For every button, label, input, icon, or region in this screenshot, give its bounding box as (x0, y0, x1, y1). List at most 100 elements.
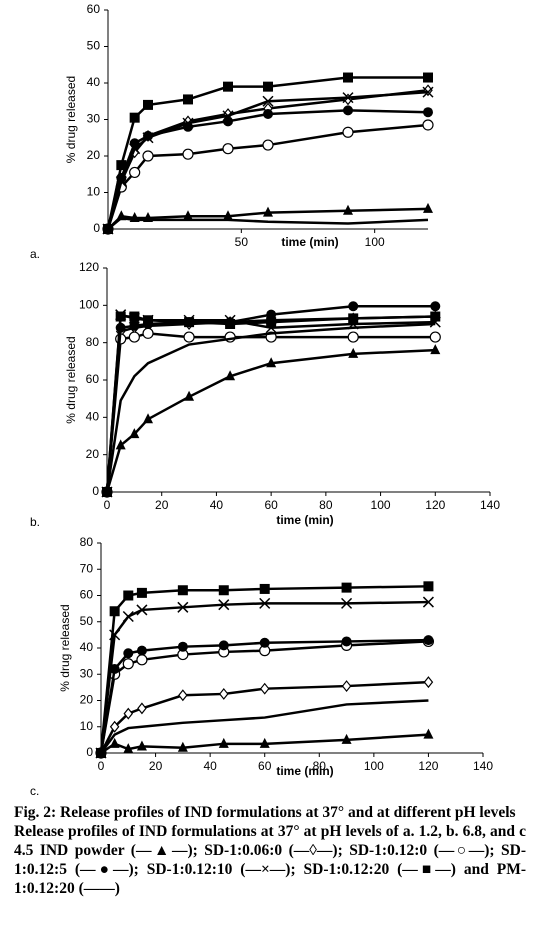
y-tick-label: 70 (80, 561, 94, 575)
marker-triangle (348, 347, 359, 358)
series-line (99, 585, 429, 754)
marker-triangle (266, 357, 277, 368)
marker-cross (341, 597, 353, 609)
y-tick-label: 20 (80, 693, 94, 707)
y-tick-label: 0 (92, 484, 99, 498)
marker-square (123, 590, 134, 601)
marker-open-circle (128, 331, 140, 343)
marker-circle (343, 105, 353, 116)
marker-diamond (109, 720, 120, 733)
marker-square (259, 583, 270, 594)
marker-open-circle (429, 331, 441, 343)
marker-cross (136, 604, 148, 616)
marker-circle (348, 301, 359, 312)
marker-triangle (184, 390, 195, 401)
marker-open-circle (347, 331, 359, 343)
marker-diamond (178, 689, 188, 702)
x-tick-label: 100 (364, 759, 384, 773)
marker-open-circle (342, 126, 354, 138)
marker-open-circle (142, 150, 154, 162)
series-line (105, 322, 436, 493)
x-tick-label: 0 (104, 498, 111, 512)
marker-square (263, 81, 273, 92)
y-tick-label: 30 (87, 112, 101, 126)
caption-title: Fig. 2: Release profiles of IND formulat… (14, 804, 516, 821)
marker-square (115, 311, 126, 322)
series-line (105, 315, 436, 493)
series-line (99, 600, 429, 754)
y-tick-label: 40 (80, 640, 94, 654)
marker-cross (142, 132, 154, 144)
marker-open-circle (183, 331, 195, 343)
marker-square (423, 72, 433, 83)
marker-open-circle (136, 654, 148, 666)
marker-triangle (223, 210, 233, 221)
series-line (107, 216, 429, 230)
marker-circle (423, 635, 434, 646)
marker-triangle (143, 413, 154, 424)
marker-circle (423, 107, 433, 118)
panel-label: b. (30, 515, 40, 529)
marker-square (116, 160, 127, 171)
marker-open-circle (142, 327, 154, 339)
y-tick-label: 80 (80, 535, 94, 549)
marker-triangle (109, 737, 120, 748)
marker-square (423, 581, 434, 592)
caption-text: Release profiles of IND formulations at … (14, 823, 526, 897)
x-tick-label: 40 (203, 759, 217, 773)
marker-circle (218, 640, 229, 651)
marker-cross (222, 110, 234, 122)
marker-triangle (183, 210, 193, 221)
x-axis-label: time (min) (276, 513, 333, 527)
x-tick-label: 20 (149, 759, 163, 773)
marker-square (129, 311, 140, 322)
marker-open-circle (129, 166, 141, 179)
y-tick-label: 20 (87, 148, 101, 162)
marker-cross (342, 92, 354, 104)
marker-triangle (259, 737, 270, 748)
marker-triangle (225, 370, 236, 381)
y-tick-label: 50 (80, 614, 94, 628)
marker-circle (129, 320, 140, 331)
y-tick-label: 40 (86, 410, 100, 424)
marker-open-circle (222, 143, 234, 155)
marker-triangle (343, 204, 353, 215)
marker-triangle (218, 737, 229, 748)
marker-diamond (123, 707, 134, 720)
marker-triangle (423, 202, 433, 213)
y-tick-label: 60 (87, 2, 101, 16)
x-tick-label: 140 (473, 759, 493, 773)
series-line (99, 640, 429, 754)
marker-cross (122, 610, 134, 623)
marker-circle (136, 645, 147, 656)
x-tick-label: 80 (313, 759, 327, 773)
marker-open-circle (122, 658, 134, 670)
x-axis-label: time (min) (276, 764, 333, 778)
marker-cross (422, 86, 434, 98)
marker-open-circle (182, 148, 194, 160)
marker-triangle (115, 439, 126, 450)
marker-diamond (259, 682, 270, 695)
marker-triangle (129, 428, 140, 439)
marker-square (177, 585, 188, 596)
y-axis-label: % drug released (64, 336, 78, 423)
marker-square (183, 94, 193, 105)
marker-open-circle (262, 139, 274, 151)
marker-cross (259, 597, 271, 609)
series-line (105, 348, 436, 493)
marker-diamond (219, 687, 229, 700)
y-tick-label: 10 (87, 185, 101, 199)
y-axis-label: % drug released (64, 76, 78, 163)
marker-square (348, 313, 359, 324)
y-tick-label: 20 (86, 447, 100, 461)
marker-triangle (123, 743, 134, 754)
x-tick-label: 20 (155, 498, 169, 512)
y-tick-label: 100 (79, 298, 99, 312)
x-tick-label: 0 (98, 759, 105, 773)
marker-square (430, 311, 441, 322)
marker-cross (182, 117, 194, 129)
marker-diamond (137, 702, 147, 715)
marker-circle (259, 637, 270, 648)
y-tick-label: 120 (79, 260, 99, 274)
